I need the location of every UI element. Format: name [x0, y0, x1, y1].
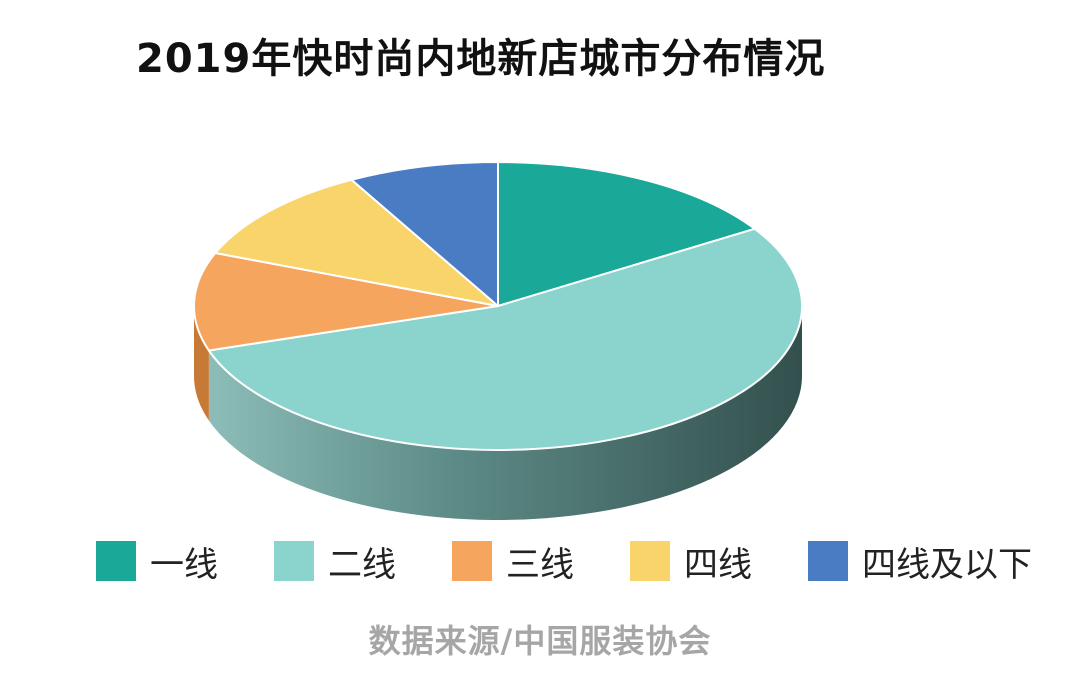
pie-side-3: [194, 306, 209, 421]
source-note: 数据来源/中国服装协会: [368, 622, 712, 660]
legend-swatch: [808, 541, 848, 581]
legend: 一线 二线 三线 四线 四线及以下: [96, 536, 1032, 586]
legend-swatch: [96, 541, 136, 581]
pie-side-2: [208, 306, 803, 520]
legend-swatch: [274, 541, 314, 581]
legend-label: 三线: [506, 544, 574, 585]
legend-label: 四线: [684, 544, 752, 585]
legend-item-3: 三线: [452, 537, 574, 586]
pie-slices: [193, 161, 803, 451]
legend-item-1: 一线: [96, 537, 218, 586]
pie-slice-3: [193, 251, 499, 352]
pie-slice-4: [214, 178, 499, 307]
pie-slice-5: [350, 161, 499, 307]
legend-label: 一线: [150, 544, 218, 585]
legend-item-4: 四线: [630, 537, 752, 586]
pie-sides: [194, 306, 803, 520]
legend-swatch: [452, 541, 492, 581]
legend-label: 二线: [328, 544, 396, 585]
legend-label: 四线及以下: [862, 544, 1032, 585]
legend-swatch: [630, 541, 670, 581]
pie-slice-1: [497, 161, 756, 307]
pie-slice-2: [207, 227, 803, 451]
legend-item-5: 四线及以下: [808, 537, 1032, 586]
pie-chart: [193, 161, 803, 520]
legend-item-2: 二线: [274, 537, 396, 586]
chart-title: 2019年快时尚内地新店城市分布情况: [136, 36, 826, 82]
